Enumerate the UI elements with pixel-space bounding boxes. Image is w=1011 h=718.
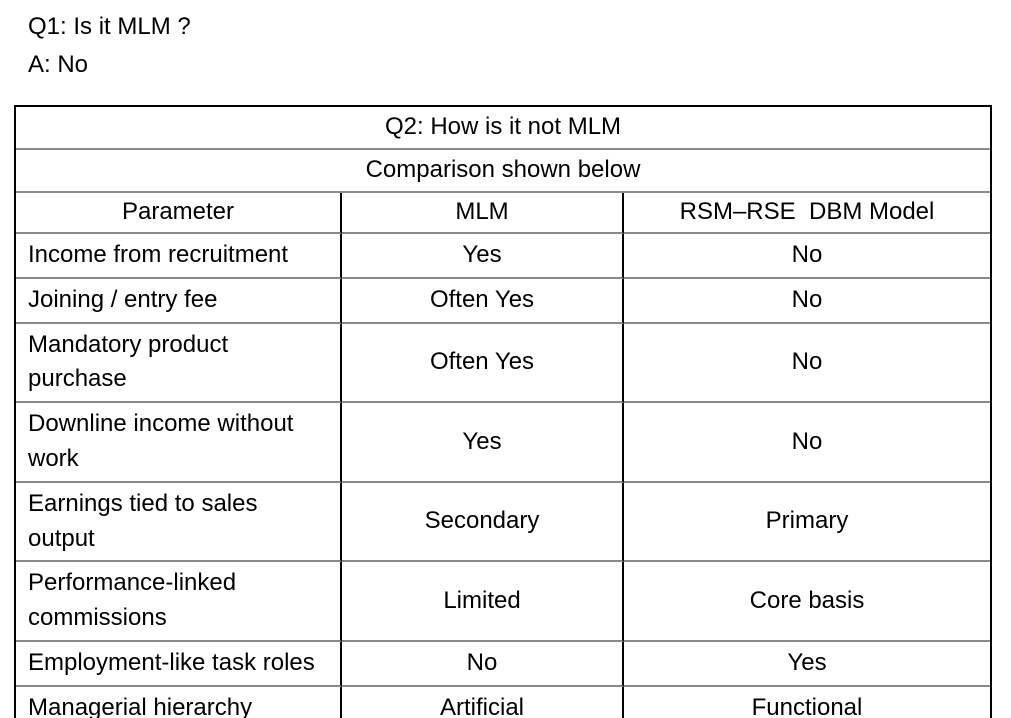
table-row: Managerial hierarchy Artificial Function… <box>16 686 990 718</box>
table-row: Mandatory product purchase Often Yes No <box>16 323 990 404</box>
column-header-parameter: Parameter <box>16 193 342 234</box>
mlm-cell: Artificial <box>342 686 624 718</box>
table-title-row: Q2: How is it not MLM <box>16 107 990 150</box>
table-title: Q2: How is it not MLM <box>16 107 990 150</box>
rsm-cell: No <box>624 234 990 279</box>
table-row: Downline income without work Yes No <box>16 403 990 483</box>
parameter-cell: Mandatory product purchase <box>16 323 342 404</box>
table-row: Employment-like task roles No Yes <box>16 641 990 687</box>
rsm-cell: Yes <box>624 642 990 687</box>
mlm-cell: No <box>342 641 624 687</box>
mlm-cell: Secondary <box>342 482 624 563</box>
question-line: Q1: Is it MLM ? <box>28 13 191 40</box>
rsm-cell: No <box>624 403 990 483</box>
mlm-cell: Often Yes <box>342 278 624 324</box>
rsm-cell: Core basis <box>624 562 990 642</box>
comparison-table: Q2: How is it not MLM Comparison shown b… <box>14 105 992 718</box>
parameter-cell: Managerial hierarchy <box>16 686 342 718</box>
table-row: Joining / entry fee Often Yes No <box>16 278 990 324</box>
parameter-cell: Earnings tied to sales output <box>16 482 342 563</box>
table-subtitle-row: Comparison shown below <box>16 150 990 193</box>
column-header-mlm: MLM <box>342 193 624 234</box>
table-row: Earnings tied to sales output Secondary … <box>16 482 990 563</box>
mlm-cell: Limited <box>342 562 624 642</box>
column-header-rsm: RSM–RSE DBM Model <box>624 193 990 234</box>
parameter-cell: Employment-like task roles <box>16 641 342 687</box>
mlm-cell: Yes <box>342 403 624 483</box>
parameter-cell: Joining / entry fee <box>16 278 342 324</box>
parameter-cell: Income from recruitment <box>16 234 342 279</box>
mlm-cell: Often Yes <box>342 323 624 404</box>
rsm-cell: Functional <box>751 693 863 718</box>
answer-line: A: No <box>28 51 89 78</box>
mlm-cell: Yes <box>342 234 624 279</box>
parameter-cell: Downline income without work <box>16 403 342 483</box>
table-row: Income from recruitment Yes No <box>16 234 990 279</box>
rsm-cell: Primary <box>624 483 990 563</box>
parameter-cell: Performance-linked commissions <box>16 562 342 642</box>
rsm-cell: No <box>624 324 990 404</box>
column-header-row: Parameter MLM RSM–RSE DBM Model <box>16 193 990 234</box>
table-subtitle: Comparison shown below <box>16 150 990 193</box>
table-row: Performance-linked commissions Limited C… <box>16 562 990 642</box>
rsm-cell: No <box>624 279 990 324</box>
qa-block: Q1: Is it MLM ? A: No <box>28 8 1011 84</box>
